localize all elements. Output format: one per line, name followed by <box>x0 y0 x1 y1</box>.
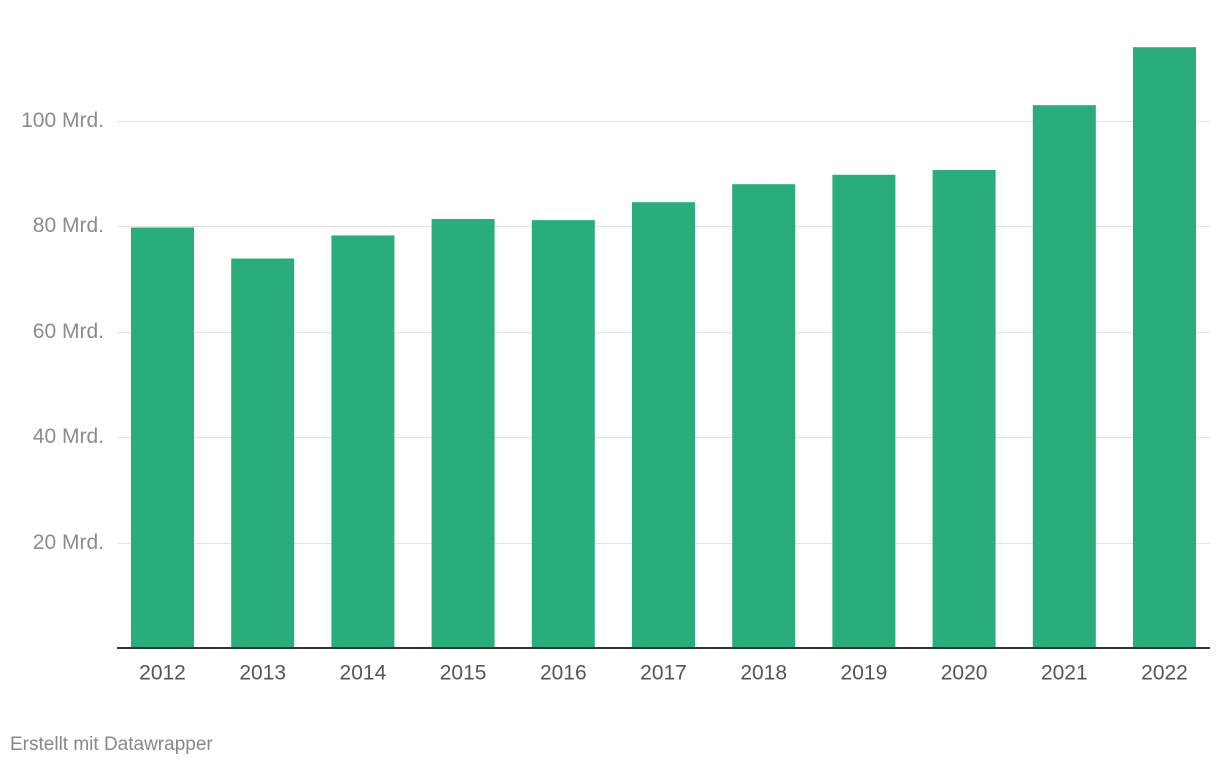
x-tick-label: 2020 <box>941 662 988 685</box>
bar-2017 <box>632 202 695 648</box>
bar-2018 <box>732 184 796 648</box>
y-tick-label: 40 Mrd. <box>33 425 104 448</box>
y-tick-label: 100 Mrd. <box>21 109 104 132</box>
bar-2021 <box>1032 105 1096 648</box>
x-tick-label: 2014 <box>340 662 387 685</box>
x-tick-label: 2012 <box>139 662 186 685</box>
chart-container: 20 Mrd. 40 Mrd. 60 Mrd. 80 Mrd. 100 Mrd. 2012… <box>21 47 1210 685</box>
bar-chart: 20 Mrd. 40 Mrd. 60 Mrd. 80 Mrd. 100 Mrd. 2012… <box>21 47 1210 685</box>
x-tick-label: 2015 <box>440 662 487 685</box>
bar-2013 <box>231 258 295 648</box>
chart-credit: Erstellt mit Datawrapper <box>10 734 213 755</box>
x-tick-label: 2013 <box>239 662 286 685</box>
x-tick-label: 2019 <box>841 662 888 685</box>
bar-2015 <box>431 219 495 648</box>
bar-2019 <box>832 174 896 649</box>
y-tick-label: 20 Mrd. <box>33 531 104 554</box>
y-tick-label: 80 Mrd. <box>33 214 104 237</box>
y-tick-label: 60 Mrd. <box>33 320 104 343</box>
x-tick-label: 2021 <box>1041 662 1088 685</box>
x-tick-label: 2017 <box>640 662 687 685</box>
bar-2022 <box>1133 47 1196 648</box>
x-tick-label: 2022 <box>1141 662 1188 685</box>
bar-2016 <box>531 220 595 648</box>
x-tick-label: 2016 <box>540 662 587 685</box>
bar-2014 <box>331 235 395 648</box>
bar-2020 <box>932 170 996 648</box>
axis-layer: 20 Mrd. 40 Mrd. 60 Mrd. 80 Mrd. 100 Mrd. 2012… <box>21 109 1210 685</box>
x-tick-label: 2018 <box>740 662 787 685</box>
bar-2012 <box>131 227 194 648</box>
bars-layer <box>131 47 1196 649</box>
